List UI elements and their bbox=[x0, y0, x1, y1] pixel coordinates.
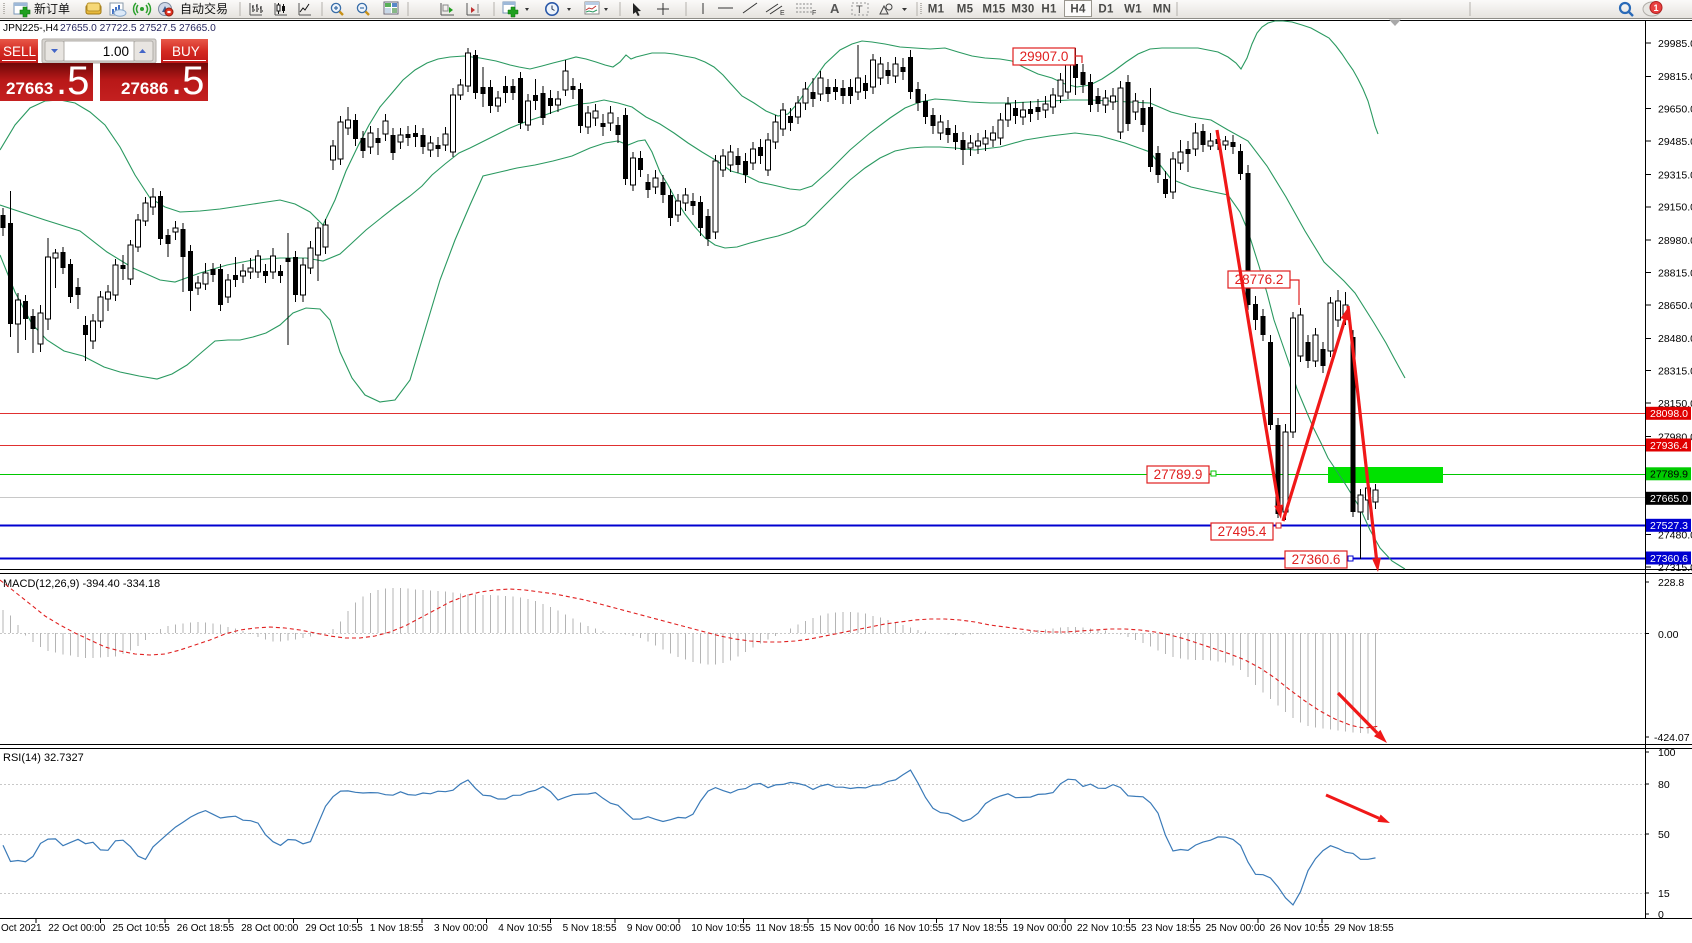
svg-text:28815.0: 28815.0 bbox=[1658, 267, 1692, 279]
svg-text:28315.0: 28315.0 bbox=[1658, 366, 1692, 378]
svg-text:0.00: 0.00 bbox=[1658, 629, 1679, 641]
svg-text:RSI(14) 32.7327: RSI(14) 32.7327 bbox=[3, 752, 84, 764]
svg-text:28 Oct 00:00: 28 Oct 00:00 bbox=[241, 923, 299, 934]
svg-text:M30: M30 bbox=[1011, 4, 1034, 16]
svg-text:MACD(12,26,9) -394.40 -334.18: MACD(12,26,9) -394.40 -334.18 bbox=[3, 578, 160, 590]
svg-text:W1: W1 bbox=[1124, 4, 1142, 16]
svg-text:27665.0: 27665.0 bbox=[1650, 493, 1688, 505]
svg-text:F: F bbox=[812, 10, 816, 17]
svg-text:D1: D1 bbox=[1098, 4, 1114, 16]
svg-text:27663: 27663 bbox=[6, 79, 53, 98]
svg-text:27315.0: 27315.0 bbox=[1658, 562, 1692, 574]
svg-text:28776.2: 28776.2 bbox=[1235, 272, 1284, 287]
svg-text:27495.4: 27495.4 bbox=[1218, 524, 1267, 539]
svg-text:SELL: SELL bbox=[3, 44, 37, 59]
svg-text:29985.0: 29985.0 bbox=[1658, 38, 1692, 50]
svg-text:M5: M5 bbox=[957, 4, 974, 16]
svg-text:-424.07: -424.07 bbox=[1654, 732, 1690, 744]
svg-text:27936.4: 27936.4 bbox=[1650, 440, 1688, 452]
svg-text:228.8: 228.8 bbox=[1658, 577, 1684, 589]
svg-text:27686: 27686 bbox=[121, 79, 168, 98]
svg-text:100: 100 bbox=[1658, 747, 1676, 759]
svg-text:27789.9: 27789.9 bbox=[1650, 469, 1688, 481]
svg-text:29815.0: 29815.0 bbox=[1658, 71, 1692, 83]
svg-text:25 Nov 00:00: 25 Nov 00:00 bbox=[1206, 923, 1266, 934]
svg-text:0: 0 bbox=[1658, 909, 1664, 921]
svg-text:26 Oct 18:55: 26 Oct 18:55 bbox=[177, 923, 235, 934]
svg-text:29150.0: 29150.0 bbox=[1658, 202, 1692, 214]
svg-text:27655.0 27722.5 27527.5 27665.: 27655.0 27722.5 27527.5 27665.0 bbox=[60, 23, 216, 34]
svg-text:M15: M15 bbox=[982, 4, 1006, 16]
svg-text:27789.9: 27789.9 bbox=[1154, 467, 1203, 482]
svg-text:15 Nov 00:00: 15 Nov 00:00 bbox=[820, 923, 880, 934]
svg-text:.5: .5 bbox=[171, 59, 204, 103]
svg-text:Oct 2021: Oct 2021 bbox=[1, 923, 42, 934]
svg-text:22 Nov 10:55: 22 Nov 10:55 bbox=[1077, 923, 1137, 934]
svg-text:5 Nov 18:55: 5 Nov 18:55 bbox=[563, 923, 617, 934]
svg-text:29650.0: 29650.0 bbox=[1658, 104, 1692, 116]
svg-text:27527.3: 27527.3 bbox=[1650, 520, 1688, 532]
svg-text:11 Nov 18:55: 11 Nov 18:55 bbox=[756, 923, 815, 934]
svg-text:80: 80 bbox=[1658, 779, 1670, 791]
svg-text:H1: H1 bbox=[1041, 4, 1057, 16]
svg-text:.5: .5 bbox=[56, 59, 89, 103]
svg-text:A: A bbox=[830, 1, 840, 16]
svg-text:29315.0: 29315.0 bbox=[1658, 169, 1692, 181]
svg-text:H4: H4 bbox=[1070, 4, 1086, 16]
svg-text:22 Oct 00:00: 22 Oct 00:00 bbox=[48, 923, 106, 934]
svg-text:自动交易: 自动交易 bbox=[180, 1, 228, 16]
svg-text:27480.0: 27480.0 bbox=[1658, 529, 1692, 541]
svg-text:1 Nov 18:55: 1 Nov 18:55 bbox=[370, 923, 424, 934]
svg-text:10 Nov 10:55: 10 Nov 10:55 bbox=[691, 923, 751, 934]
svg-text:29 Oct 10:55: 29 Oct 10:55 bbox=[305, 923, 363, 934]
svg-text:T: T bbox=[856, 4, 863, 16]
svg-text:9 Nov 00:00: 9 Nov 00:00 bbox=[627, 923, 681, 934]
svg-text:15: 15 bbox=[1658, 888, 1670, 900]
svg-text:27360.6: 27360.6 bbox=[1650, 553, 1688, 565]
svg-text:50: 50 bbox=[1658, 829, 1670, 841]
svg-text:26 Nov 10:55: 26 Nov 10:55 bbox=[1270, 923, 1330, 934]
svg-text:25 Oct 10:55: 25 Oct 10:55 bbox=[113, 923, 171, 934]
svg-text:MN: MN bbox=[1153, 4, 1172, 16]
svg-text:28098.0: 28098.0 bbox=[1650, 408, 1688, 420]
svg-text:16 Nov 10:55: 16 Nov 10:55 bbox=[884, 923, 944, 934]
svg-text:JPN225-,H4: JPN225-,H4 bbox=[3, 23, 59, 34]
svg-text:新订单: 新订单 bbox=[34, 1, 70, 16]
svg-text:19 Nov 00:00: 19 Nov 00:00 bbox=[1013, 923, 1073, 934]
svg-text:1.00: 1.00 bbox=[103, 44, 129, 59]
svg-text:27360.6: 27360.6 bbox=[1292, 552, 1341, 567]
svg-text:17 Nov 18:55: 17 Nov 18:55 bbox=[948, 923, 1008, 934]
svg-text:BUY: BUY bbox=[172, 44, 200, 59]
svg-text:1: 1 bbox=[1653, 3, 1658, 13]
svg-text:E: E bbox=[780, 10, 785, 17]
svg-text:4 Nov 10:55: 4 Nov 10:55 bbox=[498, 923, 552, 934]
svg-text:29907.0: 29907.0 bbox=[1020, 49, 1069, 64]
svg-text:29 Nov 18:55: 29 Nov 18:55 bbox=[1334, 923, 1394, 934]
svg-text:3 Nov 00:00: 3 Nov 00:00 bbox=[434, 923, 488, 934]
svg-text:28650.0: 28650.0 bbox=[1658, 300, 1692, 312]
svg-text:28480.0: 28480.0 bbox=[1658, 333, 1692, 345]
svg-text:28980.0: 28980.0 bbox=[1658, 235, 1692, 247]
svg-text:M1: M1 bbox=[928, 4, 945, 16]
svg-text:23 Nov 18:55: 23 Nov 18:55 bbox=[1141, 923, 1201, 934]
svg-text:29485.0: 29485.0 bbox=[1658, 136, 1692, 148]
